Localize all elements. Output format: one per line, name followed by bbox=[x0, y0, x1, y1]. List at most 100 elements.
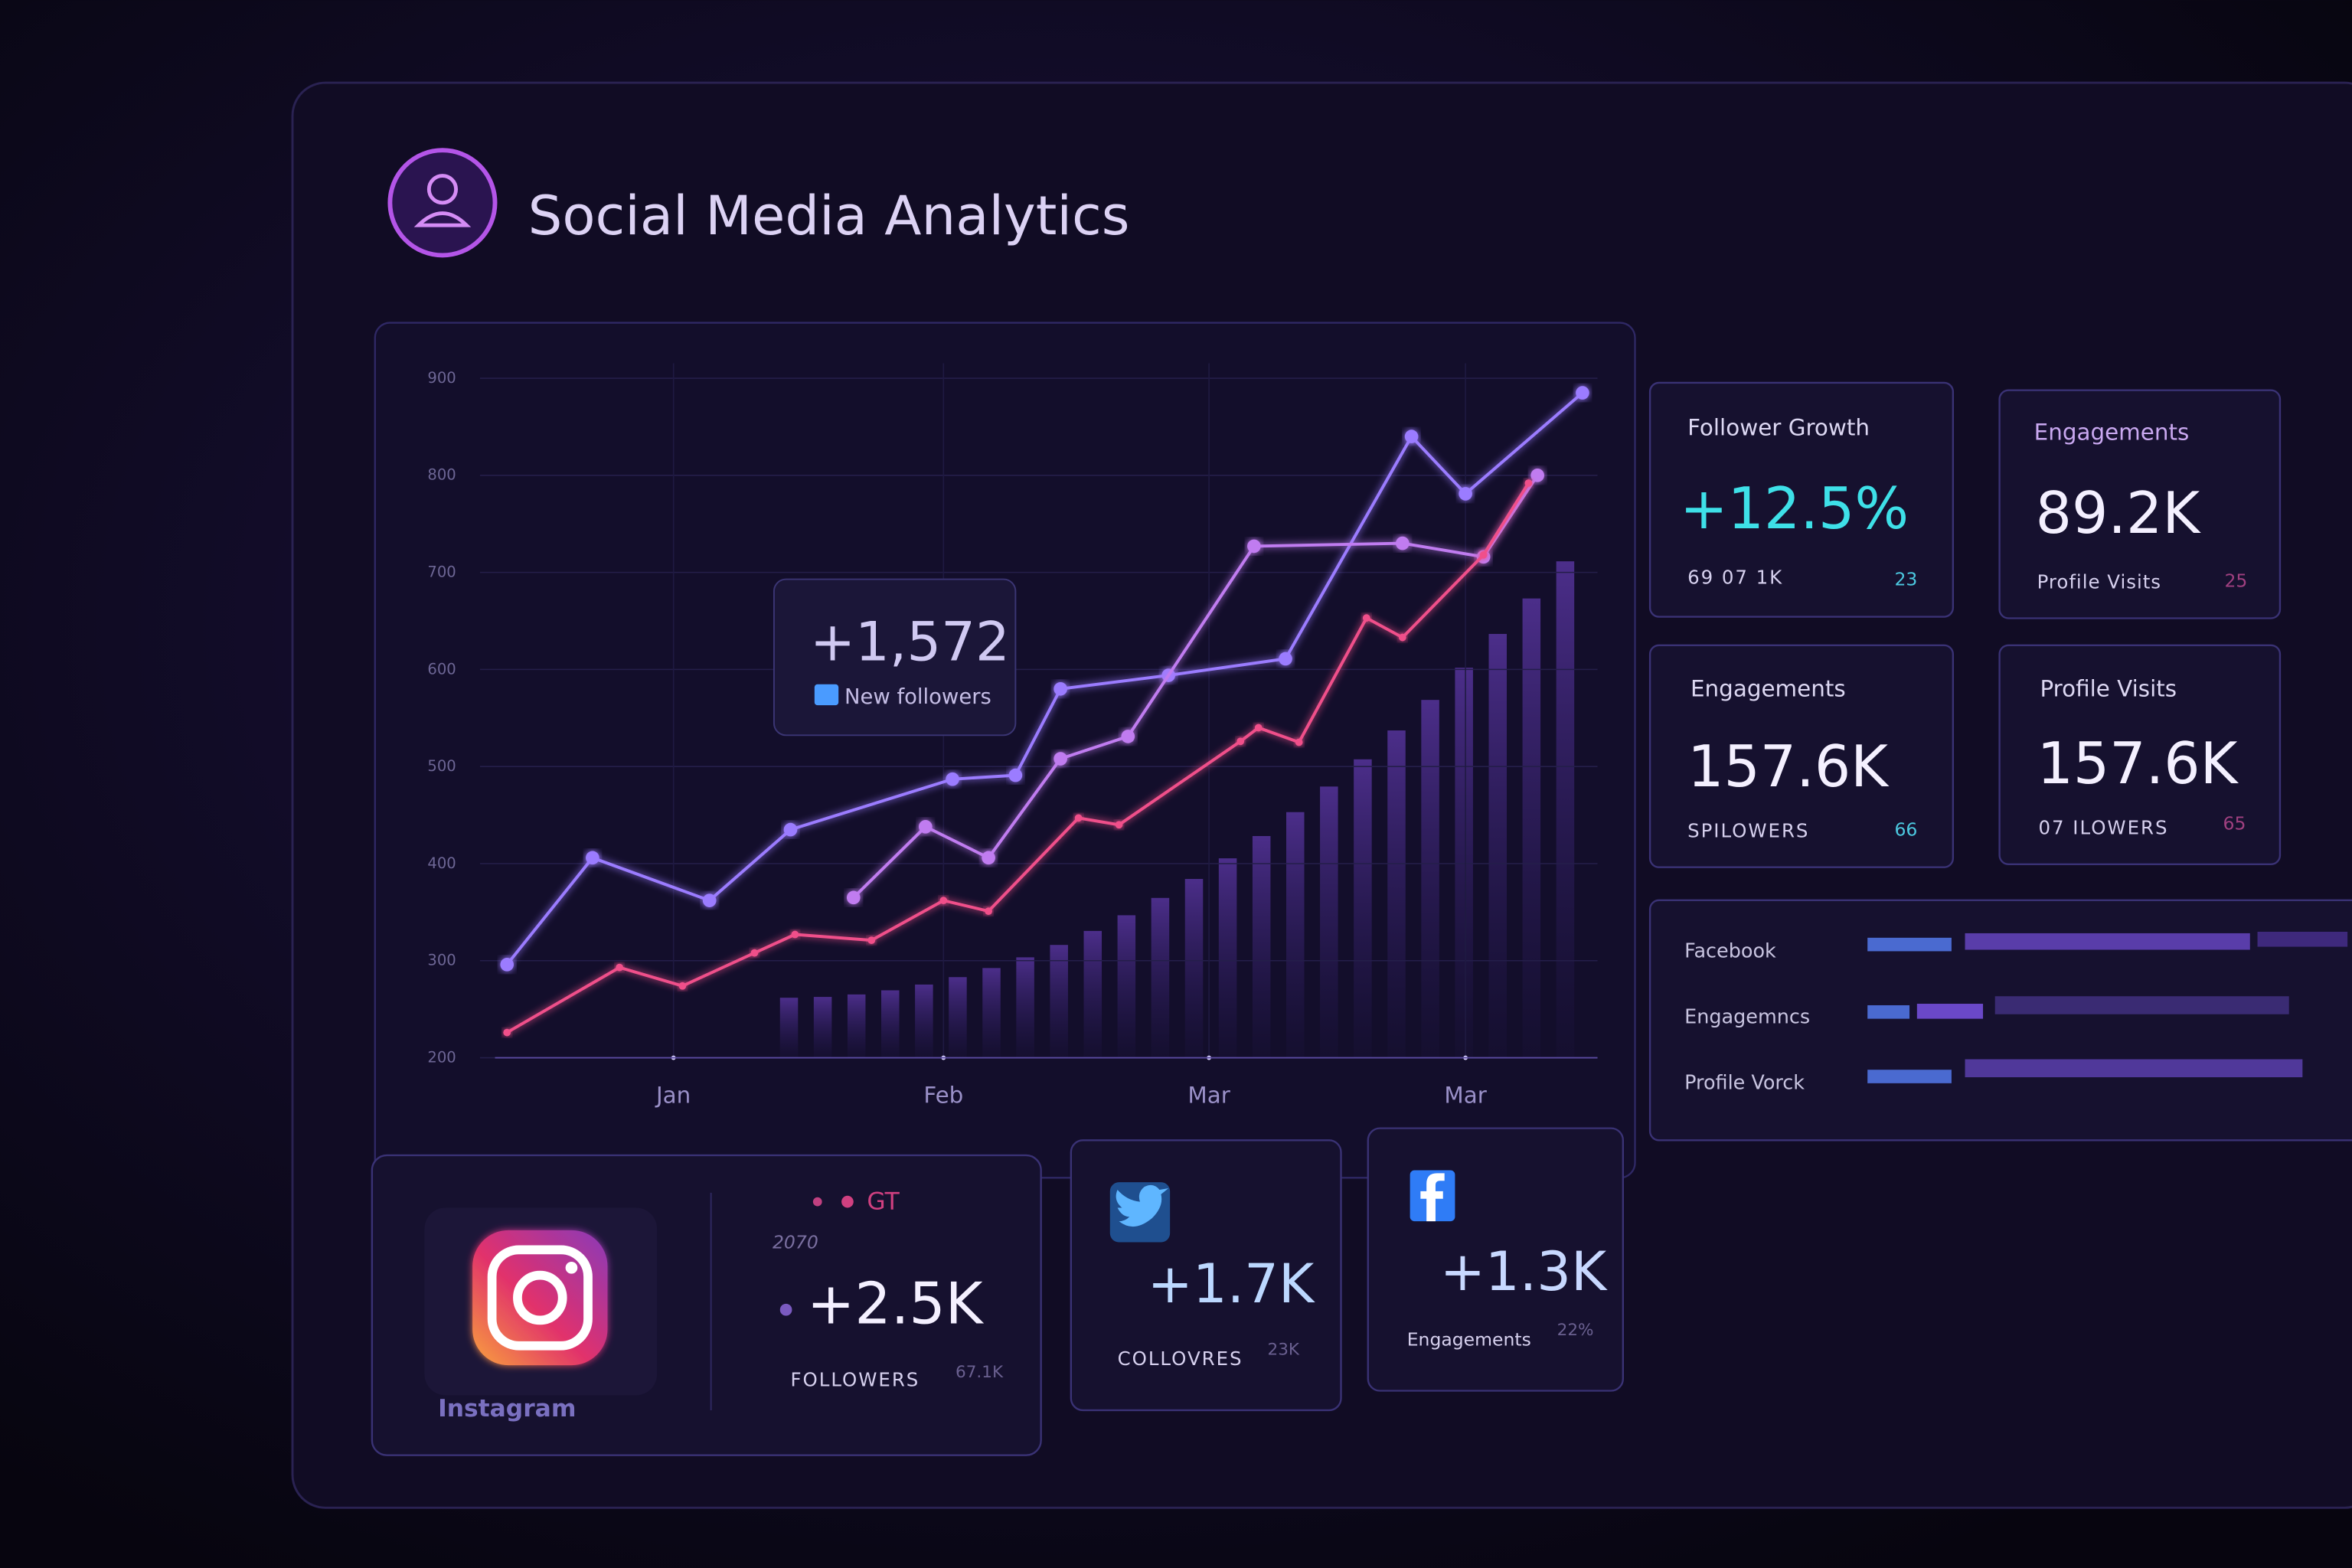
data-point bbox=[678, 982, 687, 990]
line-chart: 200 300 400 500 600 700 800 900 Jan Feb Mar Mar bbox=[427, 363, 1598, 1108]
instagram-icon-frame bbox=[487, 1245, 593, 1351]
decor-column bbox=[1083, 930, 1102, 1058]
dot bbox=[779, 1303, 792, 1316]
data-point bbox=[1279, 652, 1292, 666]
bar-segment bbox=[1916, 1004, 1984, 1019]
data-point bbox=[1054, 681, 1067, 696]
y-tick-label: 500 bbox=[427, 757, 456, 775]
x-tick-label: Mar bbox=[1187, 1082, 1230, 1108]
stat-card[interactable] bbox=[1998, 644, 2282, 865]
data-point bbox=[1074, 814, 1083, 822]
stat-title: Engagements bbox=[2034, 419, 2190, 445]
twitter-total: 23K bbox=[1268, 1340, 1300, 1359]
decor-column bbox=[982, 968, 1001, 1058]
stat-footer: 69 07 1K bbox=[1687, 566, 1783, 588]
data-point bbox=[586, 851, 599, 865]
decor-column bbox=[1218, 858, 1237, 1058]
decor-column bbox=[1184, 879, 1204, 1058]
facebook-value: +1.3K bbox=[1440, 1240, 1608, 1303]
data-point bbox=[1404, 430, 1419, 443]
stat-footer-value: 23 bbox=[1894, 568, 1917, 590]
decor-column bbox=[1522, 598, 1541, 1058]
decor-column bbox=[1387, 730, 1406, 1058]
facebook-label: Engagements bbox=[1407, 1329, 1531, 1351]
decor-column bbox=[1050, 945, 1068, 1058]
data-point bbox=[982, 851, 995, 865]
twitter-value: +1.7K bbox=[1148, 1253, 1315, 1315]
data-point bbox=[1008, 768, 1023, 782]
decor-column bbox=[1488, 633, 1507, 1058]
stat-title: Follower Growth bbox=[1687, 414, 1870, 440]
bar-label: Facebook bbox=[1684, 939, 1776, 962]
data-point bbox=[702, 893, 717, 907]
data-point bbox=[939, 897, 948, 905]
data-point bbox=[1396, 536, 1410, 550]
data-point bbox=[867, 936, 876, 945]
series-line bbox=[505, 391, 1584, 966]
stat-footer-value: 25 bbox=[2224, 570, 2247, 591]
data-point bbox=[1576, 386, 1589, 400]
bar-segment bbox=[2257, 931, 2348, 947]
data-point bbox=[1479, 550, 1488, 559]
stat-value: 89.2K bbox=[2036, 480, 2202, 547]
stat-footer: SPILOWERS bbox=[1687, 820, 1809, 842]
y-tick-label: 900 bbox=[427, 369, 456, 387]
stat-value: 157.6K bbox=[1687, 733, 1890, 800]
data-point bbox=[783, 822, 798, 837]
data-point bbox=[1247, 539, 1261, 554]
stat-footer: 07 ILOWERS bbox=[2039, 817, 2169, 839]
y-tick-label: 700 bbox=[427, 563, 456, 580]
decor-column bbox=[779, 998, 799, 1058]
stat-title: Profile Visits bbox=[2040, 675, 2177, 701]
decor-column bbox=[949, 977, 967, 1058]
x-tick-label: Jan bbox=[655, 1082, 691, 1108]
instagram-total: 67.1K bbox=[956, 1363, 1004, 1382]
data-point bbox=[1459, 487, 1472, 501]
instagram-icon-lens bbox=[513, 1270, 567, 1325]
data-point bbox=[1254, 724, 1263, 732]
bar-label: Profile Vorck bbox=[1684, 1072, 1805, 1095]
y-tick-label: 200 bbox=[427, 1048, 456, 1066]
chart-panel bbox=[374, 322, 1636, 1179]
instagram-label: FOLLOWERS bbox=[790, 1369, 920, 1391]
stat-footer-value: 65 bbox=[2223, 813, 2246, 835]
decor-column bbox=[813, 997, 832, 1058]
twitter-label: COLLOVRES bbox=[1118, 1348, 1243, 1370]
bar-segment bbox=[1867, 1004, 1910, 1019]
data-point bbox=[1398, 633, 1406, 642]
decor-column bbox=[1117, 915, 1136, 1058]
stat-footer: Profile Visits bbox=[2037, 570, 2161, 593]
page-title: Social Media Analytics bbox=[528, 185, 1130, 247]
instagram-code: 2070 bbox=[773, 1231, 818, 1253]
bar-segment bbox=[1965, 933, 2250, 950]
decor-column bbox=[847, 994, 866, 1058]
y-tick-label: 600 bbox=[427, 660, 456, 678]
dot bbox=[812, 1197, 822, 1207]
tooltip-label: New followers bbox=[844, 685, 991, 709]
stat-card[interactable] bbox=[1998, 389, 2282, 619]
tooltip-value: +1,572 bbox=[810, 610, 1010, 673]
x-tick-label: Mar bbox=[1444, 1082, 1487, 1108]
data-point bbox=[1295, 738, 1303, 746]
stat-card[interactable] bbox=[1648, 644, 1955, 868]
decor-column bbox=[1421, 700, 1439, 1058]
stat-card[interactable] bbox=[1648, 381, 1955, 618]
data-point bbox=[750, 949, 759, 957]
data-point bbox=[500, 958, 514, 972]
channel-bars-panel bbox=[1648, 899, 2352, 1142]
data-point bbox=[946, 772, 959, 786]
data-point bbox=[919, 819, 933, 834]
decor-column bbox=[1252, 835, 1271, 1058]
stat-title: Engagements bbox=[1690, 675, 1846, 701]
instagram-value: +2.5K bbox=[807, 1270, 985, 1337]
decor-column bbox=[1455, 668, 1473, 1058]
data-point bbox=[1524, 479, 1533, 487]
decor-column bbox=[1286, 812, 1305, 1058]
y-tick-label: 400 bbox=[427, 854, 456, 872]
y-tick-label: 300 bbox=[427, 952, 456, 969]
data-point bbox=[791, 930, 799, 939]
decor-column bbox=[1354, 759, 1372, 1058]
data-point bbox=[1115, 821, 1123, 829]
